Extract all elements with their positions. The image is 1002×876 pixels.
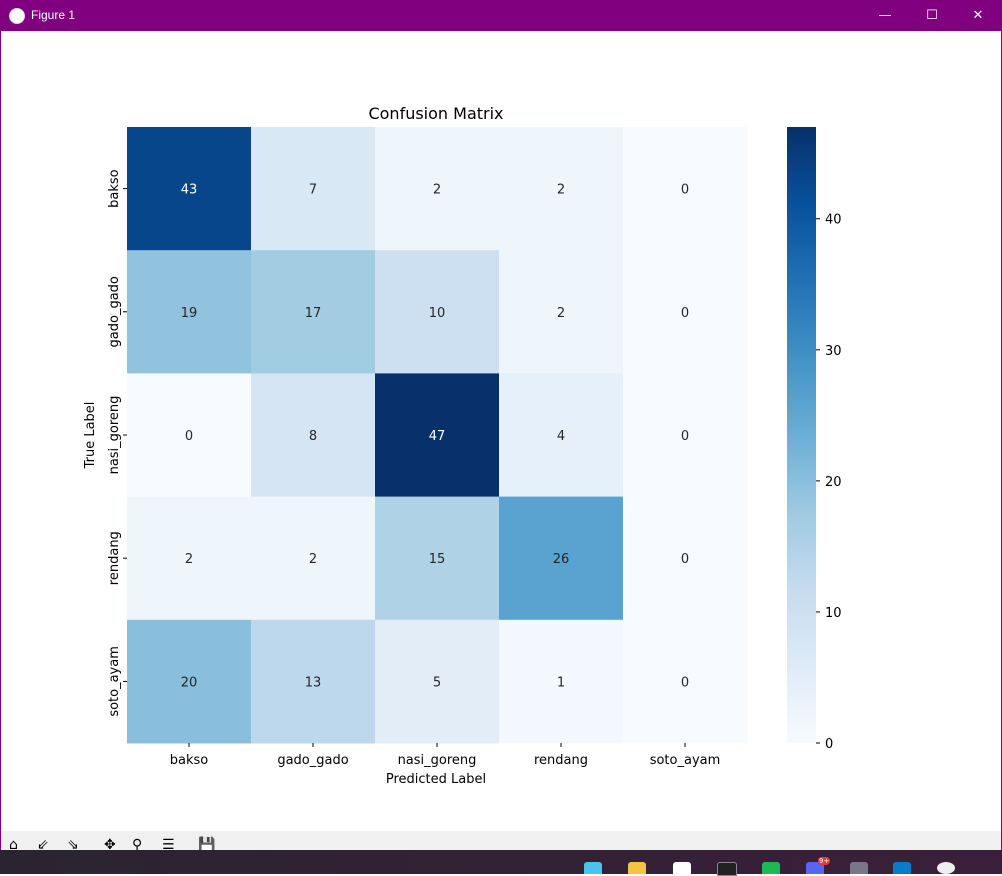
cell-value-label: 0 bbox=[681, 429, 689, 444]
heatmap-cell bbox=[623, 373, 748, 498]
cell-value-label: 20 bbox=[181, 675, 198, 690]
taskbar: 9+ bbox=[0, 850, 1002, 876]
colorbar bbox=[787, 127, 816, 743]
configure-icon[interactable]: ☰ bbox=[162, 837, 175, 853]
colorbar-tick-label: 0 bbox=[825, 737, 833, 752]
heatmap-cell bbox=[127, 127, 252, 251]
vscode-icon[interactable] bbox=[893, 862, 911, 874]
cell-value-label: 10 bbox=[429, 306, 446, 321]
y-tick-label: soto_ayam bbox=[107, 646, 122, 717]
heatmap-cell bbox=[623, 496, 748, 621]
heatmap-cell bbox=[623, 127, 748, 251]
heatmap-cell bbox=[499, 373, 624, 498]
cell-value-label: 17 bbox=[305, 306, 322, 321]
heatmap-cell bbox=[499, 619, 624, 744]
heatmap-cell bbox=[127, 373, 252, 498]
heatmap-cell bbox=[375, 619, 500, 744]
y-tick-label: rendang bbox=[107, 531, 122, 585]
heatmap-cell bbox=[499, 127, 624, 251]
cell-value-label: 2 bbox=[309, 552, 317, 567]
confusion-matrix-chart: Confusion Matrix 43 7 2 2 019 17 10 2 00 8 47 4 02 2 1… bbox=[83, 104, 842, 787]
heatmap-cell bbox=[251, 619, 376, 744]
colorbar-tick-label: 20 bbox=[825, 475, 842, 490]
cell-value-label: 19 bbox=[181, 306, 198, 321]
cell-value-label: 2 bbox=[557, 183, 565, 198]
y-tick-label: bakso bbox=[107, 169, 122, 208]
start-icon[interactable] bbox=[584, 862, 602, 874]
minimize-button[interactable]: — bbox=[878, 8, 892, 23]
x-tick-label: soto_ayam bbox=[650, 753, 721, 768]
cell-value-label: 47 bbox=[429, 429, 446, 444]
y-axis-label: True Label bbox=[83, 402, 98, 470]
cell-value-label: 0 bbox=[681, 306, 689, 321]
heatmap-cell bbox=[499, 496, 624, 621]
spotify-icon[interactable] bbox=[762, 862, 780, 874]
heatmap-cell bbox=[251, 373, 376, 498]
cell-value-label: 2 bbox=[185, 552, 193, 567]
heatmap-cell bbox=[375, 127, 500, 251]
file-explorer-icon[interactable] bbox=[628, 862, 646, 874]
cell-value-label: 15 bbox=[429, 552, 446, 567]
cell-value-label: 7 bbox=[309, 183, 317, 198]
heatmap-cell bbox=[127, 496, 252, 621]
cell-value-label: 4 bbox=[557, 429, 565, 444]
zoom-icon[interactable]: ⚲ bbox=[132, 837, 143, 853]
cell-value-label: 0 bbox=[185, 429, 193, 444]
discord-icon[interactable]: 9+ bbox=[806, 857, 831, 874]
heatmap-cell bbox=[375, 496, 500, 621]
heatmap-cell bbox=[623, 250, 748, 374]
cell-value-label: 13 bbox=[305, 675, 322, 690]
pan-icon[interactable]: ✥ bbox=[104, 837, 116, 853]
back-icon[interactable]: ⇙ bbox=[37, 837, 49, 853]
cell-value-label: 0 bbox=[681, 675, 689, 690]
window-title: Figure 1 bbox=[31, 8, 76, 22]
chart-title: Confusion Matrix bbox=[368, 104, 503, 123]
home-icon[interactable]: ⌂ bbox=[9, 837, 18, 853]
x-tick-label: rendang bbox=[534, 753, 588, 768]
heatmap-cell bbox=[499, 250, 624, 374]
x-axis-label: Predicted Label bbox=[386, 772, 486, 787]
colorbar-tick-label: 10 bbox=[825, 606, 842, 621]
cell-value-label: 2 bbox=[557, 306, 565, 321]
heatmap-cell bbox=[127, 250, 252, 374]
cell-value-label: 1 bbox=[557, 675, 565, 690]
cell-value-label: 0 bbox=[681, 552, 689, 567]
cell-value-label: 2 bbox=[433, 183, 441, 198]
cell-value-label: 43 bbox=[181, 183, 198, 198]
x-tick-label: gado_gado bbox=[277, 753, 348, 768]
forward-icon[interactable]: ⇘ bbox=[67, 837, 79, 853]
maximize-button[interactable]: ☐ bbox=[926, 8, 938, 23]
y-tick-label: nasi_goreng bbox=[107, 396, 122, 475]
heatmap-cell bbox=[127, 619, 252, 744]
heatmap-cell bbox=[375, 373, 500, 498]
matplotlib-taskbar-icon[interactable] bbox=[937, 862, 955, 874]
heatmap-cell bbox=[251, 127, 376, 251]
matplotlib-app-icon bbox=[9, 8, 25, 24]
heatmap-cell bbox=[251, 250, 376, 374]
settings-icon[interactable] bbox=[850, 862, 868, 874]
navigation-toolbar: ⌂ ⇙ ⇘ ✥ ⚲ ☰ 💾 bbox=[1, 831, 1001, 853]
cell-value-label: 8 bbox=[309, 429, 317, 444]
colorbar-tick-label: 30 bbox=[825, 344, 842, 359]
title-bar: Figure 1 — ☐ ✕ bbox=[0, 0, 1002, 31]
cell-value-label: 26 bbox=[553, 552, 570, 567]
cell-value-label: 0 bbox=[681, 183, 689, 198]
colorbar-tick-label: 40 bbox=[825, 213, 842, 228]
heatmap-cell bbox=[375, 250, 500, 374]
figure-canvas: Confusion Matrix 43 7 2 2 0 19 17 10 2 0 0 8 47 4 0 2 2 1… bbox=[0, 31, 1002, 850]
heatmap-cell bbox=[623, 619, 748, 744]
close-button[interactable]: ✕ bbox=[972, 8, 984, 23]
store-icon[interactable] bbox=[673, 862, 691, 874]
x-tick-label: bakso bbox=[170, 753, 209, 768]
save-icon[interactable]: 💾 bbox=[198, 837, 216, 853]
y-tick-label: gado_gado bbox=[107, 276, 122, 347]
cell-value-label: 5 bbox=[433, 675, 441, 690]
heatmap-cell bbox=[251, 496, 376, 621]
notification-badge: 9+ bbox=[818, 857, 831, 865]
x-tick-label: nasi_goreng bbox=[398, 753, 477, 768]
